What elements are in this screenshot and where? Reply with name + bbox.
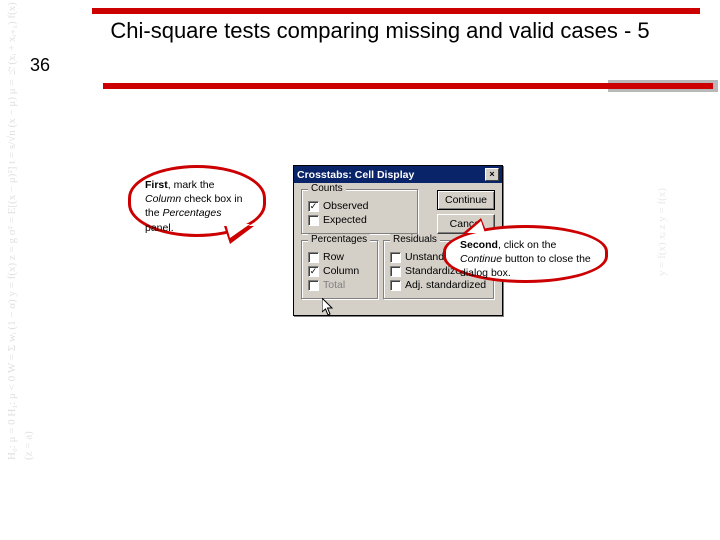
group-counts: Counts ✓Observed Expected (301, 189, 419, 235)
callout-first-tail-fill (226, 224, 250, 238)
dialog-titlebar[interactable]: Crosstabs: Cell Display × (294, 166, 502, 183)
checkbox-row[interactable]: Row (308, 251, 372, 263)
page-number: 36 (30, 55, 50, 76)
checkbox-box-icon (390, 280, 401, 291)
callout-second-tail-fill (467, 221, 485, 233)
checkbox-box-icon: ✓ (308, 201, 319, 212)
checkbox-box-icon (390, 252, 401, 263)
callout-second: Second, click on the Continue button to … (443, 225, 608, 283)
checkbox-expected[interactable]: Expected (308, 214, 412, 226)
group-percentages: Percentages Row ✓Column Total (301, 240, 379, 300)
close-icon[interactable]: × (485, 168, 499, 181)
continue-button[interactable]: Continue (437, 190, 495, 210)
checkbox-box-icon (308, 215, 319, 226)
group-counts-legend: Counts (308, 183, 346, 194)
background-formulas-right: y = f(x) xⱼ z y = f(x) (650, 80, 720, 280)
checkbox-observed[interactable]: ✓Observed (308, 200, 412, 212)
checkbox-box-icon (308, 280, 319, 291)
background-formulas-left: H₀: μ = 0 H₁: μ < 0 W = Σ wᵢ (1 − α) y =… (0, 0, 100, 540)
checkbox-adj-standardized[interactable]: Adj. standardized (390, 279, 488, 291)
under-accent-bar (103, 83, 713, 89)
checkbox-total[interactable]: Total (308, 279, 372, 291)
callout-first-bold: First (145, 179, 168, 191)
top-accent-bar (92, 8, 700, 14)
checkbox-box-icon: ✓ (308, 266, 319, 277)
checkbox-box-icon (390, 266, 401, 277)
group-percentages-legend: Percentages (308, 234, 370, 245)
slide-title: Chi-square tests comparing missing and v… (100, 18, 660, 43)
checkbox-column[interactable]: ✓Column (308, 265, 372, 277)
checkbox-box-icon (308, 252, 319, 263)
group-residuals-legend: Residuals (390, 234, 440, 245)
dialog-title-text: Crosstabs: Cell Display (297, 169, 414, 181)
callout-second-bold: Second (460, 239, 498, 251)
